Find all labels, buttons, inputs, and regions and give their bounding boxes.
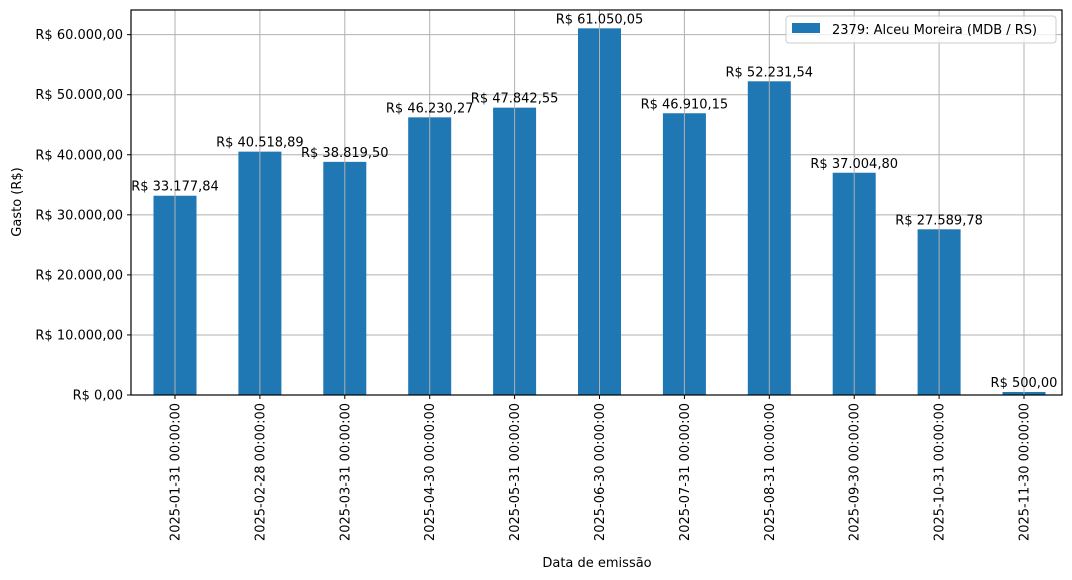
x-axis-title: Data de emissão [542, 556, 651, 571]
y-tick-label: R$ 0,00 [73, 389, 123, 404]
axes-frame [130, 9, 1063, 396]
x-tick-label: 2025-05-31 00:00:00 [508, 403, 523, 541]
x-grid-lines [174, 10, 1025, 395]
bar-value-label: R$ 52.231,54 [725, 65, 813, 80]
bar-value-label: R$ 40.518,89 [216, 136, 304, 151]
legend-box [785, 15, 1057, 44]
y-tick-label: R$ 10.000,00 [35, 328, 123, 343]
x-tick-label: 2025-03-31 00:00:00 [338, 403, 353, 541]
legend-swatch [792, 23, 820, 33]
x-tick-label: 2025-11-30 00:00:00 [1018, 403, 1033, 541]
y-tick-label: R$ 20.000,00 [35, 268, 123, 283]
y-tick-label: R$ 50.000,00 [35, 88, 123, 103]
x-tick-label: 2025-01-31 00:00:00 [169, 403, 184, 541]
x-tick-label: 2025-10-31 00:00:00 [933, 403, 948, 541]
bar-value-label: R$ 37.004,80 [810, 157, 898, 172]
x-tick-label: 2025-04-30 00:00:00 [423, 403, 438, 541]
bar-value-label: R$ 61.050,05 [556, 12, 644, 27]
x-axis-ticks: 2025-01-31 00:00:00 2025-02-28 00:00:00 20… [169, 395, 1033, 541]
legend: 2379: Alceu Moreira (MDB / RS) [785, 15, 1057, 44]
y-tick-label: R$ 60.000,00 [35, 28, 123, 43]
bar-value-label: R$ 33.177,84 [131, 180, 219, 195]
y-axis-title: Gasto (R$) [10, 167, 25, 236]
x-tick-label: 2025-09-30 00:00:00 [848, 403, 863, 541]
bar-value-label: R$ 38.819,50 [301, 146, 389, 161]
bar-value-label: R$ 46.230,27 [386, 101, 474, 116]
x-tick-label: 2025-07-31 00:00:00 [678, 403, 693, 541]
x-tick-label: 2025-08-31 00:00:00 [763, 403, 778, 541]
bar-value-label: R$ 27.589,78 [895, 213, 983, 228]
legend-label: 2379: Alceu Moreira (MDB / RS) [832, 23, 1037, 38]
y-tick-label: R$ 40.000,00 [35, 148, 123, 163]
bar-value-label: R$ 500,00 [991, 376, 1058, 391]
bar-value-labels: R$ 33.177,84 R$ 40.518,89R$ 38.819,50 R$ 4… [131, 12, 1057, 391]
bar-value-label: R$ 46.910,15 [641, 97, 729, 112]
y-tick-label: R$ 30.000,00 [35, 208, 123, 223]
x-tick-label: 2025-02-28 00:00:00 [253, 403, 268, 541]
x-tick-label: 2025-06-30 00:00:00 [593, 403, 608, 541]
y-axis-ticks: R$ 0,00 R$ 10.000,00 R$ 20.000,00 R$ 30.000… [35, 28, 131, 404]
bar-value-label: R$ 47.842,55 [471, 92, 559, 107]
